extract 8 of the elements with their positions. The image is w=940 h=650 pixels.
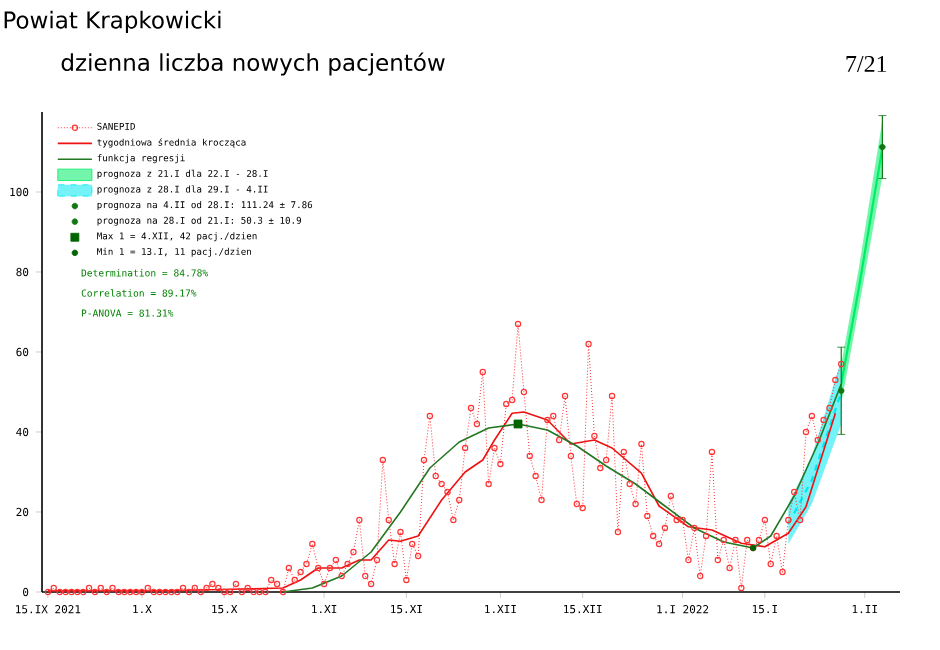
line-series — [282, 383, 843, 593]
text: 7/21 — [846, 55, 887, 73]
point — [879, 143, 886, 151]
line-series — [47, 411, 837, 592]
chart-subtitle: dzienna liczba nowych pacjentów — [61, 52, 445, 76]
chart-title: Powiat Krapkowicki — [4, 10, 221, 34]
point — [838, 387, 845, 394]
point — [513, 419, 523, 429]
